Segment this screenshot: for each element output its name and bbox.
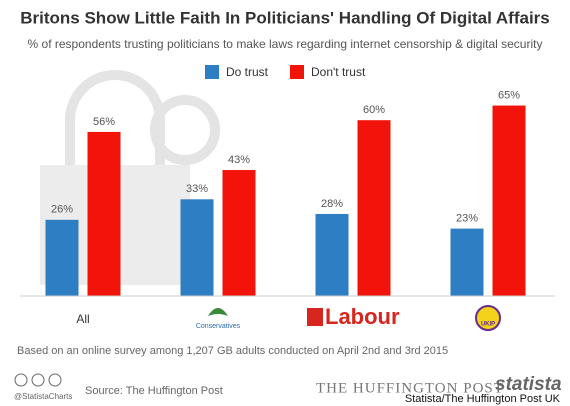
publisher: THE HUFFINGTON POST — [316, 380, 504, 396]
party-logo — [208, 308, 228, 316]
legend-label: Do trust — [226, 65, 269, 79]
chart-title: Britons Show Little Faith In Politicians… — [20, 8, 550, 27]
plot: 26% 56% All 33% 43% Conservatives 28% 60% Labour… — [45, 89, 526, 331]
legend-swatch — [290, 65, 304, 79]
bar — [45, 219, 79, 296]
value-label: 33% — [186, 183, 208, 195]
value-label: 26% — [51, 204, 73, 216]
bar — [357, 120, 391, 296]
legend-label: Don't trust — [311, 65, 366, 79]
category-label: UKIP — [481, 322, 495, 328]
source: Source: The Huffington Post — [85, 385, 223, 397]
credit: Statista/The Huffington Post UK — [405, 393, 561, 405]
party-logo — [307, 308, 323, 326]
bar — [180, 199, 214, 296]
value-label: 28% — [321, 198, 343, 210]
value-label: 65% — [498, 89, 520, 101]
bar — [492, 105, 526, 296]
value-label: 43% — [228, 154, 250, 166]
category-label: All — [76, 312, 89, 326]
category-label: Conservatives — [196, 323, 241, 330]
value-label: 60% — [363, 104, 385, 116]
padlock-icon — [65, 70, 220, 170]
license-icons — [14, 373, 62, 387]
bar — [450, 228, 484, 296]
bar — [87, 131, 121, 296]
legend-swatch — [205, 65, 219, 79]
value-label: 56% — [93, 116, 115, 128]
value-label: 23% — [456, 213, 478, 225]
bar — [315, 213, 349, 296]
category-label: Labour — [325, 304, 400, 329]
party-logo — [475, 305, 501, 331]
handle: @StatistaCharts — [14, 392, 72, 401]
brand: statista — [495, 374, 562, 395]
legend: Do trust Don't trust — [205, 65, 366, 79]
bar — [222, 170, 256, 296]
note: Based on an online survey among 1,207 GB… — [17, 345, 448, 357]
chart-subtitle: % of respondents trusting politicians to… — [28, 37, 543, 51]
